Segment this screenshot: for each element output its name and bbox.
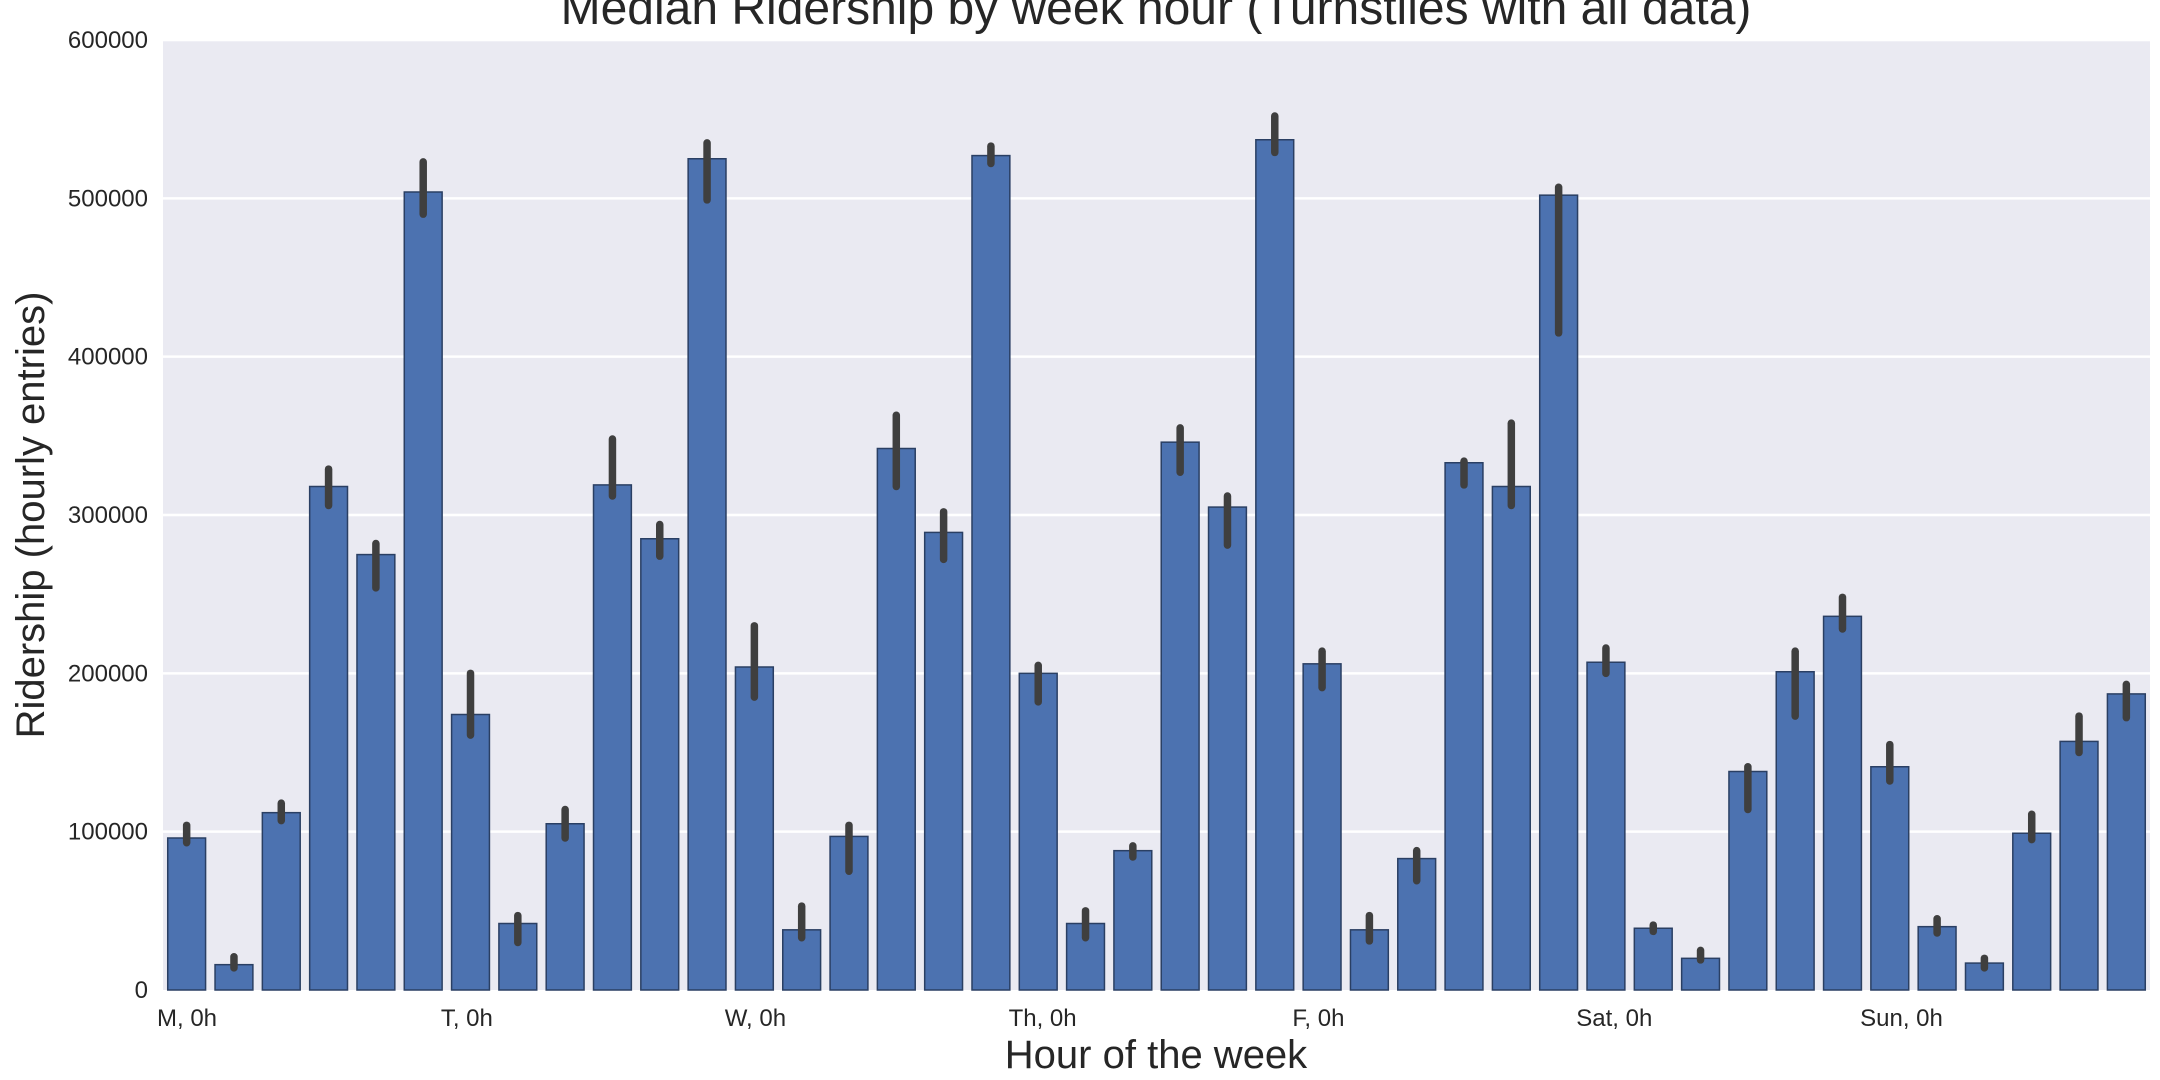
error-bars xyxy=(182,112,2131,972)
bar xyxy=(545,823,585,991)
bar xyxy=(687,158,727,991)
bar xyxy=(1065,922,1106,991)
bar xyxy=(1870,766,1910,991)
y-tick-label: 300000 xyxy=(68,502,148,529)
x-tick-label: T, 0h xyxy=(441,1005,493,1032)
y-axis-label: Ridership (hourly entries) xyxy=(9,292,53,739)
y-tick-label: 400000 xyxy=(68,344,148,371)
bar xyxy=(1302,663,1342,991)
bar xyxy=(450,713,491,991)
chart-title: Median Ridership by week hour (Turnstile… xyxy=(561,0,1752,35)
bar xyxy=(1633,927,1673,991)
x-tick-label: Sat, 0h xyxy=(1576,1005,1652,1032)
y-tick-label: 500000 xyxy=(68,185,148,212)
bar xyxy=(971,154,1011,991)
bar xyxy=(1586,661,1626,991)
x-axis-label: Hour of the week xyxy=(1005,1033,1308,1077)
x-tick-label: W, 0h xyxy=(725,1005,786,1032)
bar xyxy=(876,447,916,991)
x-tick-label: Sun, 0h xyxy=(1860,1005,1943,1032)
bar xyxy=(1444,462,1484,991)
bar xyxy=(734,666,775,991)
bar xyxy=(403,191,443,991)
bar xyxy=(1775,671,1815,991)
bar xyxy=(592,484,633,991)
bar xyxy=(1822,615,1863,991)
bar xyxy=(923,531,964,991)
y-tick-label: 600000 xyxy=(68,27,148,54)
bar xyxy=(308,485,349,991)
bar xyxy=(1018,672,1058,991)
y-axis-ticks: 0 100000 200000 300000 400000 500000 600000 xyxy=(68,27,148,1004)
bar xyxy=(1491,485,1531,991)
x-axis-ticks: M, 0h T, 0h W, 0h Th, 0h F, 0h Sat, 0h Sun, 0h xyxy=(157,1005,1943,1032)
x-tick-label: F, 0h xyxy=(1292,1005,1344,1032)
bar xyxy=(640,538,680,991)
bar xyxy=(2106,693,2147,991)
bar xyxy=(166,837,207,991)
bar xyxy=(1160,441,1200,991)
y-tick-label: 100000 xyxy=(68,819,148,846)
bar xyxy=(2012,832,2052,991)
bar xyxy=(2059,740,2099,991)
y-tick-label: 0 xyxy=(135,977,148,1004)
bar xyxy=(1113,849,1153,991)
bar xyxy=(356,553,396,991)
grid-lines xyxy=(163,38,2150,833)
x-tick-label: Th, 0h xyxy=(1009,1005,1077,1032)
bar xyxy=(261,811,301,991)
bar xyxy=(1207,506,1248,991)
bar xyxy=(1255,139,1295,991)
bars xyxy=(166,139,2147,991)
y-tick-label: 200000 xyxy=(68,660,148,687)
x-tick-label: M, 0h xyxy=(157,1005,217,1032)
